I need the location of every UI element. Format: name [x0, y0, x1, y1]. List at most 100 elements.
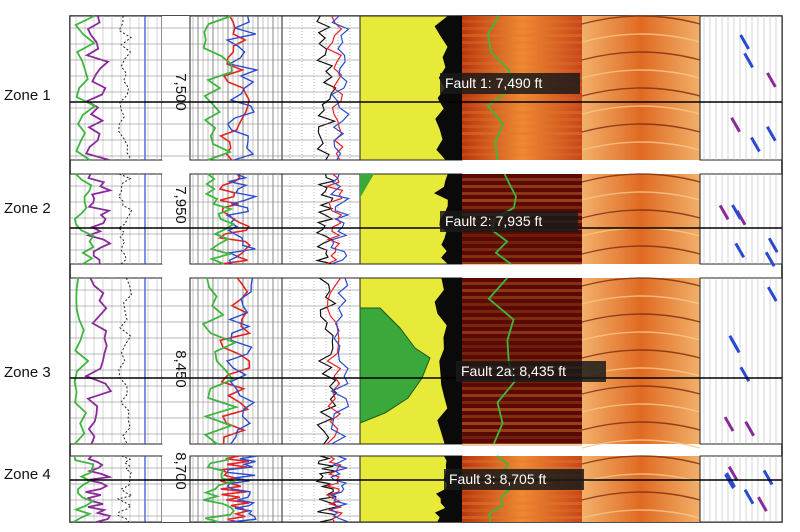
fault-label: Fault 2a: 8,435 ft: [461, 363, 566, 379]
zone-panel-1: [69, 15, 783, 161]
track2-green-curve: [203, 456, 237, 523]
image2-sinusoid: [581, 191, 701, 201]
track1-bg: [69, 173, 163, 265]
track1-bg: [69, 277, 163, 445]
image1-band: [462, 255, 582, 258]
lithology-green-fill: [359, 307, 431, 424]
zone-label: Zone 3: [4, 364, 51, 381]
dip-tadpole: [757, 496, 768, 512]
fault-label-bg: [444, 469, 584, 490]
image2-sinusoid: [581, 105, 701, 115]
image1-band: [462, 359, 582, 362]
track3-blue-curve: [330, 277, 350, 445]
image1-band: [462, 111, 582, 114]
depth-track-bg: [162, 456, 190, 522]
image1-band: [462, 104, 582, 107]
image1-band: [462, 443, 582, 446]
image1-band: [462, 289, 582, 292]
image1-band: [462, 234, 582, 237]
dip-tadpole: [766, 72, 777, 88]
track3-blue-curve: [329, 173, 351, 265]
track2-red-curve: [219, 277, 252, 445]
image1-band: [462, 436, 582, 439]
dip-tadpole: [734, 242, 746, 259]
dip-track-bg: [699, 15, 783, 161]
image1-band: [462, 422, 582, 425]
dip-tadpole: [767, 237, 779, 254]
image1-band: [462, 41, 582, 44]
image1-band: [462, 153, 582, 156]
image1-band: [462, 345, 582, 348]
image1-band: [462, 408, 582, 411]
track1-green-curve: [73, 277, 90, 445]
track1-green-curve: [74, 15, 97, 161]
dip-tadpole: [731, 204, 742, 220]
track2-bg: [189, 173, 283, 265]
image1-band: [462, 146, 582, 149]
zone-label: Zone 1: [4, 87, 51, 104]
image1-band: [462, 331, 582, 334]
image1-band: [462, 324, 582, 327]
track3-bg: [281, 15, 361, 161]
image2-sinusoid: [581, 123, 701, 133]
image1-band: [462, 139, 582, 142]
image2-sinusoid: [581, 421, 701, 431]
image1-band: [462, 192, 582, 195]
track1-purple-curve: [84, 15, 110, 161]
dip-tadpole: [718, 204, 730, 221]
fault-label: Fault 3: 8,705 ft: [449, 471, 546, 487]
fault-label-bg: [440, 211, 578, 232]
track3-blue-curve: [330, 455, 349, 523]
dip-tadpole: [724, 473, 735, 490]
image2-sinusoid: [581, 141, 701, 151]
image1-band: [462, 241, 582, 244]
fault-label: Fault 2: 7,935 ft: [445, 213, 542, 229]
dip-tadpole: [727, 465, 739, 482]
zone-label: Zone 2: [4, 200, 51, 217]
track1-dotted-curve: [118, 16, 132, 161]
image1-band: [462, 27, 582, 30]
labels-layer: Zone 1 7,500 Fault 1: 7,490 ft Zone 2 7,950 F…: [4, 73, 606, 490]
image1-band: [462, 467, 582, 470]
dip-tadpole: [765, 125, 777, 142]
image1-band: [462, 429, 582, 432]
image1-band: [462, 296, 582, 299]
zone-panel-3: [69, 277, 783, 449]
image1-band: [462, 495, 582, 498]
dip-tadpole: [723, 416, 735, 432]
image2-sinusoid: [581, 51, 701, 61]
track1-dotted-curve: [118, 277, 132, 445]
image2-bg: [582, 456, 700, 522]
image2-sinusoid: [581, 349, 701, 359]
image1-band: [462, 20, 582, 23]
image2-sinusoid: [581, 245, 701, 255]
image1-band: [462, 178, 582, 181]
track2-green-curve: [204, 173, 236, 265]
image1-band: [462, 34, 582, 37]
image1-band: [462, 97, 582, 100]
image2-sinusoid: [581, 491, 701, 501]
lithology-black-edge: [434, 278, 462, 444]
track3-black-curve: [316, 277, 338, 445]
dip-tadpole: [764, 251, 776, 268]
image1-band: [462, 248, 582, 251]
image1-band: [462, 310, 582, 313]
track2-green-curve: [201, 277, 240, 445]
image1-band: [462, 69, 582, 72]
track2-blue-curve: [225, 15, 260, 161]
dip-track-bg: [699, 277, 783, 445]
dip-tadpole: [728, 335, 740, 351]
track1-dotted-curve: [116, 455, 134, 523]
track1-bg: [69, 15, 163, 161]
zone-label: Zone 4: [4, 466, 51, 483]
image2-sinusoid: [581, 509, 701, 519]
track1-purple-curve: [85, 173, 114, 265]
image2-sinusoid: [581, 473, 701, 483]
track3-bg: [281, 173, 361, 265]
depth-label: 7,500: [172, 73, 189, 111]
depth-label: 8,700: [172, 452, 189, 490]
image2-sinusoid: [581, 69, 701, 79]
image1-band: [462, 516, 582, 519]
image2-sinusoid: [581, 209, 701, 219]
image1-band: [462, 282, 582, 285]
